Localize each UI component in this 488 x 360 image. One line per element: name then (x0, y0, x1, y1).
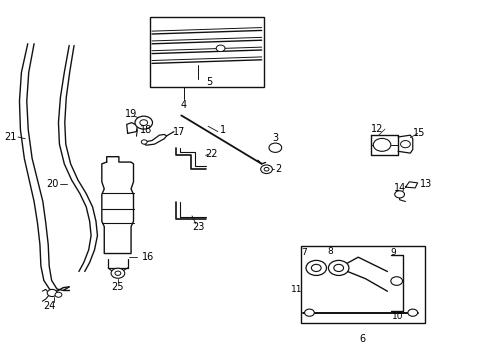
Circle shape (304, 309, 314, 316)
Text: 16: 16 (142, 252, 154, 262)
Text: 9: 9 (389, 248, 395, 257)
Circle shape (407, 309, 417, 316)
Text: 8: 8 (326, 247, 332, 256)
Text: 6: 6 (359, 333, 365, 343)
Circle shape (268, 143, 281, 152)
Circle shape (260, 165, 272, 174)
Circle shape (305, 260, 326, 275)
Text: 23: 23 (192, 222, 204, 231)
Text: 14: 14 (393, 183, 405, 193)
Circle shape (311, 264, 321, 271)
Circle shape (216, 45, 224, 51)
Text: 7: 7 (301, 248, 306, 257)
Text: 15: 15 (412, 129, 425, 138)
Circle shape (115, 271, 121, 275)
Circle shape (135, 116, 152, 129)
Circle shape (372, 138, 390, 151)
Circle shape (333, 264, 343, 271)
Text: 25: 25 (111, 282, 124, 292)
Circle shape (400, 140, 409, 148)
Text: 2: 2 (274, 164, 281, 174)
Text: 12: 12 (370, 124, 383, 134)
Text: 4: 4 (181, 100, 186, 111)
Circle shape (55, 292, 62, 297)
Text: 17: 17 (172, 127, 184, 137)
Text: 5: 5 (205, 77, 212, 87)
Text: 1: 1 (219, 125, 225, 135)
Circle shape (140, 120, 147, 126)
Text: 11: 11 (290, 285, 302, 294)
Text: 3: 3 (272, 133, 278, 143)
Text: 21: 21 (4, 132, 17, 142)
Text: 19: 19 (125, 109, 138, 119)
Text: 10: 10 (391, 312, 403, 321)
Bar (149, 17, 264, 87)
Text: 13: 13 (419, 179, 432, 189)
Circle shape (47, 289, 57, 297)
Text: 18: 18 (140, 125, 152, 135)
Circle shape (390, 277, 402, 285)
Circle shape (328, 260, 348, 275)
Bar (300, 246, 424, 323)
Text: 24: 24 (43, 301, 56, 311)
Circle shape (394, 191, 404, 198)
Circle shape (264, 167, 268, 171)
Circle shape (141, 140, 147, 144)
Circle shape (111, 268, 124, 278)
Text: 20: 20 (46, 179, 59, 189)
Text: 22: 22 (205, 149, 217, 159)
